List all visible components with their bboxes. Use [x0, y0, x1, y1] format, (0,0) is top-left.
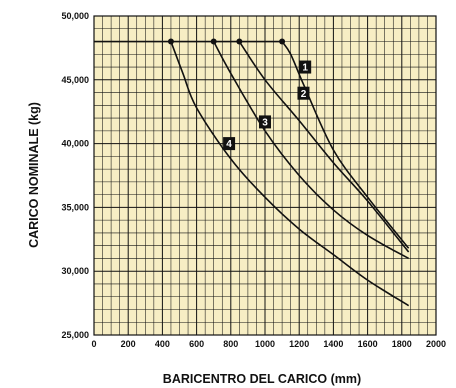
curve-3-label: 3 — [262, 118, 268, 129]
curves: 1 2 3 4 — [94, 38, 410, 307]
curve-4-start-point — [167, 38, 174, 45]
x-tick-label: 1600 — [358, 339, 378, 349]
curve-1-badge — [299, 60, 312, 74]
y-axis-title: CARICO NOMINALE (kg) — [27, 102, 41, 248]
y-tick-label: 25,000 — [61, 330, 89, 340]
curve-3-start-point — [210, 38, 217, 45]
curve-2-label: 2 — [301, 89, 307, 100]
curve-3 — [212, 41, 410, 260]
x-tick-label: 2000 — [426, 339, 446, 349]
grid — [93, 15, 437, 336]
curve-3-badge — [259, 115, 271, 129]
x-tick-label: 1800 — [392, 339, 412, 349]
y-tick-label: 40,000 — [61, 139, 89, 149]
y-ticks: 25,000 30,000 35,000 40,000 45,000 50,000 — [61, 11, 89, 340]
y-tick-label: 50,000 — [61, 11, 89, 21]
x-ticks: 0 200 400 600 800 1000 1200 1400 1600 1800 2000 — [91, 339, 446, 349]
curve-2-badge — [297, 86, 310, 100]
x-tick-label: 1000 — [255, 339, 275, 349]
y-tick-label: 35,000 — [61, 202, 89, 212]
y-tick-label: 45,000 — [61, 75, 89, 85]
x-tick-label: 600 — [189, 339, 204, 349]
curve-1-label: 1 — [302, 63, 308, 74]
x-axis-title: BARICENTRO DEL CARICO (mm) — [163, 372, 361, 386]
x-tick-label: 1400 — [323, 339, 343, 349]
x-tick-label: 400 — [155, 339, 170, 349]
curve-1-start-point — [279, 38, 286, 45]
y-tick-label: 30,000 — [61, 266, 89, 276]
plot-frame — [93, 15, 437, 336]
curve-4-label: 4 — [226, 139, 232, 150]
x-tick-label: 200 — [121, 339, 136, 349]
x-tick-label: 1200 — [289, 339, 309, 349]
curve-2-start-point — [236, 38, 243, 45]
curve-4 — [170, 41, 410, 307]
x-tick-label: 0 — [91, 339, 96, 349]
curve-1 — [281, 41, 410, 249]
x-tick-label: 800 — [223, 339, 238, 349]
curve-4-badge — [223, 137, 236, 151]
curve-2 — [238, 41, 410, 253]
